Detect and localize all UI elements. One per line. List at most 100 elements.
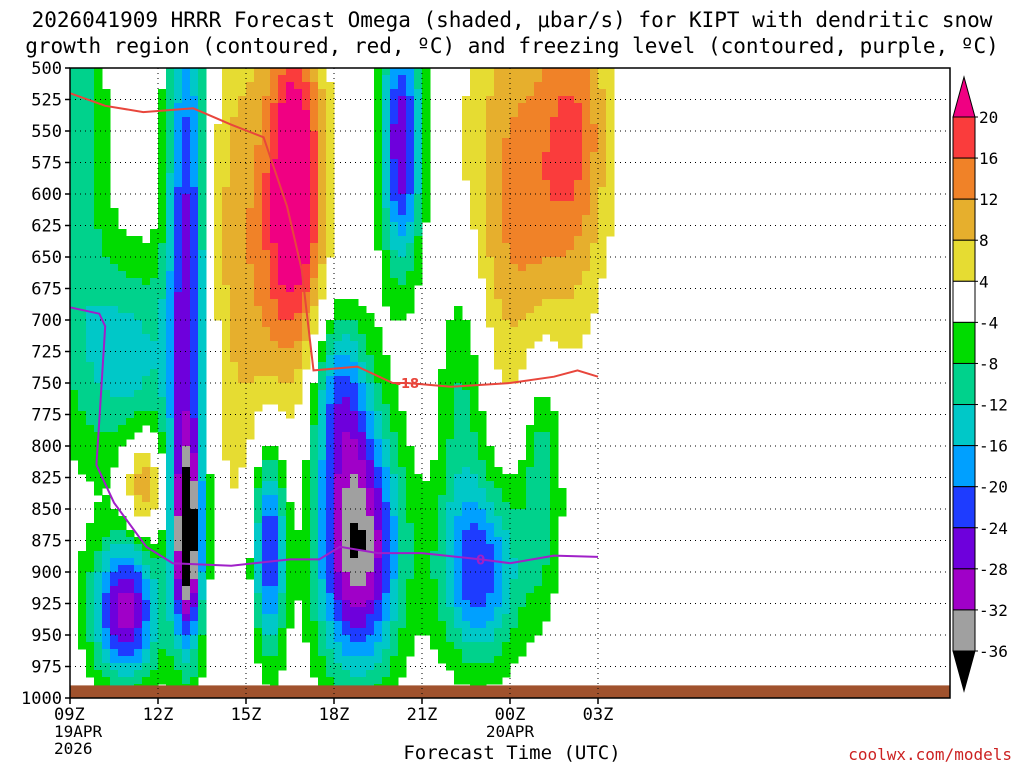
- omega-cell: [262, 68, 271, 76]
- omega-cell: [342, 488, 351, 496]
- omega-cell: [134, 677, 143, 685]
- omega-cell: [182, 131, 191, 139]
- omega-cell: [398, 537, 407, 545]
- omega-cell: [262, 523, 271, 531]
- omega-cell: [502, 285, 511, 293]
- omega-cell: [286, 313, 295, 321]
- omega-cell: [182, 432, 191, 440]
- omega-cell: [358, 509, 367, 517]
- omega-cell: [558, 341, 567, 349]
- omega-cell: [182, 278, 191, 286]
- omega-cell: [582, 236, 591, 244]
- omega-cell: [190, 635, 199, 643]
- omega-cell: [222, 124, 231, 132]
- omega-cell: [550, 565, 559, 573]
- omega-cell: [230, 110, 239, 118]
- omega-cell: [382, 180, 391, 188]
- omega-cell: [550, 264, 559, 272]
- omega-cell: [518, 299, 527, 307]
- omega-cell: [534, 285, 543, 293]
- omega-cell: [142, 614, 151, 622]
- omega-cell: [198, 285, 207, 293]
- omega-cell: [486, 75, 495, 83]
- omega-cell: [286, 341, 295, 349]
- omega-cell: [198, 600, 207, 608]
- omega-cell: [406, 68, 415, 76]
- omega-cell: [566, 208, 575, 216]
- omega-cell: [374, 558, 383, 566]
- omega-cell: [518, 68, 527, 76]
- omega-cell: [318, 614, 327, 622]
- omega-cell: [222, 68, 231, 76]
- omega-cell: [390, 411, 399, 419]
- omega-cell: [238, 327, 247, 335]
- omega-cell: [214, 194, 223, 202]
- omega-cell: [158, 446, 167, 454]
- omega-cell: [278, 593, 287, 601]
- omega-cell: [190, 481, 199, 489]
- omega-cell: [166, 530, 175, 538]
- omega-cell: [70, 187, 79, 195]
- omega-cell: [158, 397, 167, 405]
- omega-cell: [302, 565, 311, 573]
- omega-cell: [150, 607, 159, 615]
- omega-cell: [270, 565, 279, 573]
- omega-cell: [566, 320, 575, 328]
- omega-cell: [262, 453, 271, 461]
- y-tick-label: 850: [31, 500, 62, 520]
- x-tick-label: 18Z: [319, 705, 350, 725]
- omega-cell: [198, 481, 207, 489]
- omega-cell: [318, 257, 327, 265]
- omega-cell: [102, 579, 111, 587]
- omega-cell: [190, 474, 199, 482]
- omega-cell: [390, 159, 399, 167]
- omega-cell: [366, 341, 375, 349]
- omega-cell: [70, 292, 79, 300]
- omega-cell: [446, 488, 455, 496]
- omega-cell: [150, 425, 159, 433]
- omega-cell: [454, 579, 463, 587]
- omega-cell: [470, 614, 479, 622]
- omega-cell: [374, 600, 383, 608]
- omega-cell: [166, 166, 175, 174]
- omega-cell: [342, 383, 351, 391]
- omega-cell: [334, 537, 343, 545]
- y-tick-label: 625: [31, 217, 62, 237]
- omega-cell: [166, 467, 175, 475]
- omega-cell: [102, 131, 111, 139]
- omega-cell: [486, 110, 495, 118]
- omega-cell: [126, 677, 135, 685]
- omega-cell: [254, 320, 263, 328]
- omega-cell: [518, 229, 527, 237]
- omega-cell: [486, 131, 495, 139]
- omega-cell: [214, 271, 223, 279]
- omega-cell: [166, 355, 175, 363]
- omega-cell: [246, 376, 255, 384]
- omega-cell: [398, 271, 407, 279]
- omega-cell: [310, 138, 319, 146]
- omega-cell: [374, 75, 383, 83]
- omega-cell: [230, 187, 239, 195]
- x-tick-label: 21Z: [407, 705, 438, 725]
- credit-link[interactable]: coolwx.com/models: [848, 745, 1012, 764]
- omega-cell: [558, 313, 567, 321]
- omega-cell: [326, 397, 335, 405]
- omega-cell: [174, 243, 183, 251]
- omega-cell: [270, 579, 279, 587]
- omega-cell: [230, 369, 239, 377]
- omega-cell: [518, 551, 527, 559]
- omega-cell: [254, 572, 263, 580]
- omega-cell: [102, 215, 111, 223]
- omega-cell: [478, 572, 487, 580]
- omega-cell: [582, 117, 591, 125]
- omega-cell: [214, 173, 223, 181]
- omega-cell: [398, 103, 407, 111]
- omega-cell: [150, 390, 159, 398]
- omega-cell: [270, 635, 279, 643]
- omega-cell: [310, 635, 319, 643]
- omega-cell: [438, 509, 447, 517]
- omega-cell: [318, 103, 327, 111]
- omega-cell: [414, 75, 423, 83]
- omega-cell: [190, 229, 199, 237]
- omega-cell: [190, 355, 199, 363]
